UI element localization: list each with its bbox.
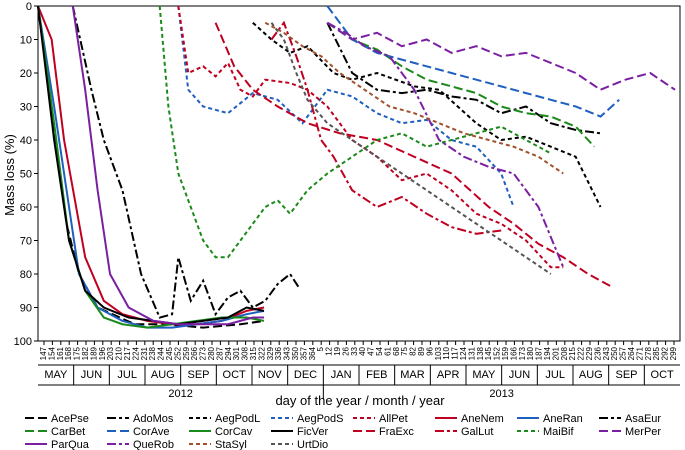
series-line-anenem	[38, 6, 264, 324]
x-axis-label: day of the year / month / year	[275, 393, 445, 408]
y-tick-label: 10	[20, 35, 32, 47]
series-line-stasyl	[265, 23, 563, 174]
month-label: JAN	[331, 369, 352, 381]
legend-label-aegpods: AegPodS	[297, 413, 343, 425]
legend-label-urtdio: UrtDio	[297, 439, 328, 450]
series-line-merper	[327, 23, 675, 90]
month-label: JUN	[509, 369, 530, 381]
plot-frame	[38, 6, 680, 341]
y-tick-label: 40	[20, 135, 32, 147]
series-line-asaeur	[327, 23, 600, 134]
day-tick-label: 299	[669, 346, 678, 360]
y-tick-label: 50	[20, 169, 32, 181]
month-label: JUL	[117, 369, 137, 381]
legend-label-aegpodl: AegPodL	[215, 413, 260, 425]
year-label: 2013	[489, 388, 513, 400]
legend-label-corcav: CorCav	[215, 426, 253, 438]
y-tick-label: 80	[20, 269, 32, 281]
month-label: MAY	[44, 369, 68, 381]
legend-label-adomos: AdoMos	[133, 413, 174, 425]
month-label: DEC	[294, 369, 317, 381]
legend: AcePse AdoMos AegPodL AegPodS AllPet AneNem An…	[25, 413, 661, 450]
plot-area	[38, 6, 680, 341]
year-label: 2012	[168, 388, 192, 400]
y-tick-label: 70	[20, 236, 32, 248]
month-label: MAR	[400, 369, 425, 381]
series-line-parqua	[73, 6, 264, 324]
month-label: JUL	[545, 369, 565, 381]
legend-label-stasyl: StaSyl	[215, 439, 247, 450]
legend-label-anenem: AneNem	[461, 413, 504, 425]
month-label: NOV	[258, 369, 283, 381]
legend-label-querob: QueRob	[133, 439, 174, 450]
legend-label-aneran: AneRan	[543, 413, 583, 425]
mass-loss-chart: Mass loss (%) day of the year / month / …	[0, 0, 685, 450]
series-line-adomos	[73, 6, 299, 318]
series-group	[38, 6, 675, 328]
legend-label-allpet: AllPet	[379, 413, 408, 425]
legend-label-asaeur: AsaEur	[625, 413, 661, 425]
legend-label-ficver: FicVer	[297, 426, 329, 438]
legend-label-maibif: MaiBif	[543, 426, 575, 438]
legend-label-carbet: CarBet	[51, 426, 85, 438]
series-line-ficver	[38, 6, 264, 324]
month-label: OCT	[651, 369, 675, 381]
series-line-carbet	[327, 23, 594, 147]
legend-label-merper: MerPer	[625, 426, 661, 438]
series-line-aegpods	[178, 6, 513, 207]
x-axis: 147 154 161 168 175 182 189 196 203 210 217 224 231 2…	[38, 341, 680, 400]
month-label: JUN	[81, 369, 102, 381]
month-label: AUG	[579, 369, 603, 381]
y-tick-label: 0	[26, 1, 32, 13]
y-tick-label: 60	[20, 202, 32, 214]
y-tick-label: 30	[20, 102, 32, 114]
series-line-querob	[327, 23, 563, 268]
legend-label-acepse: AcePse	[51, 413, 89, 425]
month-label: SEP	[615, 369, 637, 381]
legend-label-gallut: GalLut	[461, 426, 493, 438]
y-axis-label: Mass loss (%)	[2, 134, 17, 216]
legend-label-parqua: ParQua	[51, 439, 90, 450]
month-label: SEP	[187, 369, 209, 381]
y-axis: 0 10 20 30 40 50 60 70 80 90 100	[14, 1, 38, 348]
y-tick-label: 20	[20, 68, 32, 80]
month-label: OCT	[223, 369, 247, 381]
legend-label-fraexc: FraExc	[379, 426, 414, 438]
series-line-urtdio	[271, 23, 550, 274]
series-line-allpet	[178, 6, 563, 267]
month-label: APR	[437, 369, 460, 381]
y-tick-label: 100	[14, 336, 32, 348]
y-tick-label: 90	[20, 303, 32, 315]
month-label: FEB	[366, 369, 387, 381]
month-label: AUG	[151, 369, 175, 381]
month-label: MAY	[472, 369, 496, 381]
legend-label-corave: CorAve	[133, 426, 169, 438]
